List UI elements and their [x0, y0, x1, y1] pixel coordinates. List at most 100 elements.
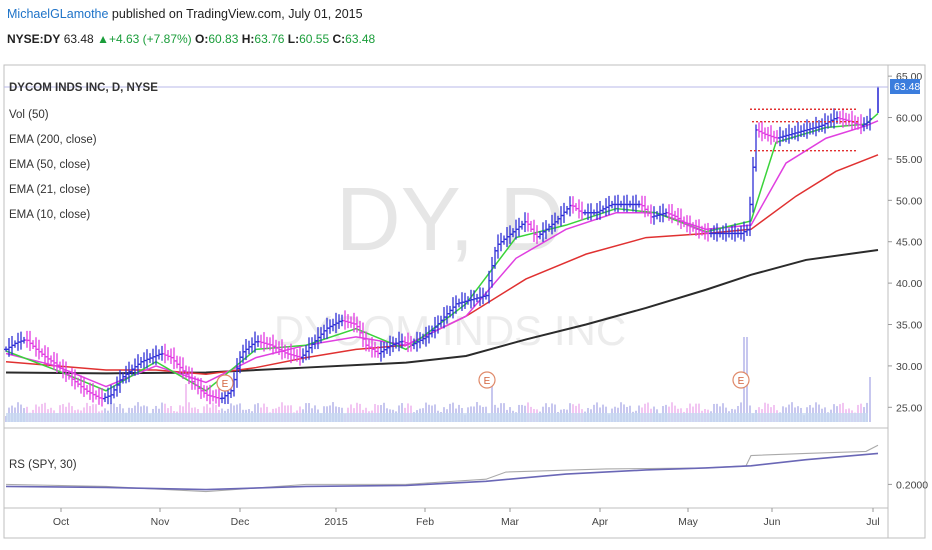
volume-bar: [383, 402, 385, 422]
ema-line: [5, 112, 879, 392]
ema-line: [5, 120, 879, 388]
volume-bar: [161, 402, 163, 422]
volume-bar: [359, 403, 361, 422]
volume-bar: [689, 403, 691, 422]
rs-line: [5, 444, 879, 493]
low-label: L:: [287, 32, 300, 46]
symbol-label: NYSE:DY: [7, 32, 61, 46]
volume-bar: [722, 403, 724, 422]
rs-line: [5, 452, 879, 491]
volume-bar: [407, 403, 409, 422]
volume-bar: [332, 402, 334, 422]
volume-bar: [545, 403, 547, 422]
volume-bar: [644, 403, 646, 422]
volume-bar: [185, 384, 187, 422]
earnings-marker: [478, 371, 496, 389]
x-tick-label: May: [678, 516, 699, 528]
volume-bar: [476, 402, 478, 422]
y-tick-label: 45.00: [896, 237, 922, 249]
volume-bar: [281, 402, 283, 422]
volume-bar: [401, 403, 403, 422]
volume-bar: [713, 403, 715, 422]
y-tick-label: 40.00: [896, 278, 922, 290]
volume-bar: [869, 377, 871, 422]
volume-bar: [740, 402, 742, 422]
volume-bar: [842, 402, 844, 422]
last-price-badge: [890, 79, 920, 94]
volume-bar: [569, 403, 571, 422]
rs-panel-label: RS (SPY, 30): [9, 459, 77, 471]
volume-bar: [113, 403, 115, 422]
indicator-label-ema200: EMA (200, close): [9, 134, 97, 146]
volume-bar: [791, 402, 793, 422]
volume-bar: [263, 403, 265, 422]
volume-bar: [500, 403, 502, 422]
watermark-symbol: DY, D: [336, 170, 564, 270]
volume-bar: [17, 402, 19, 422]
indicator-label-ema10: EMA (10, close): [9, 209, 90, 221]
volume-average-band: [6, 413, 868, 422]
volume-bar: [110, 403, 112, 422]
volume-bar: [671, 402, 673, 422]
change-value: +4.63 (+7.87%): [108, 32, 192, 46]
indicator-label-vol: Vol (50): [9, 109, 49, 121]
volume-bar: [449, 403, 451, 422]
volume-bar: [41, 403, 43, 422]
y-tick-label: 55.00: [896, 154, 922, 166]
open-label: O:: [195, 32, 209, 46]
volume-bar: [503, 403, 505, 422]
indicator-label-ema50: EMA (50, close): [9, 159, 90, 171]
volume-bar: [44, 402, 46, 422]
volume-bar: [698, 403, 700, 422]
volume-bar: [527, 402, 529, 422]
close-value: 63.48: [345, 32, 376, 46]
y-tick-label: 50.00: [896, 195, 922, 207]
volume-bar: [767, 403, 769, 422]
volume-bar: [119, 403, 121, 422]
volume-bar: [86, 402, 88, 422]
volume-bar: [68, 402, 70, 422]
x-tick-label: Jun: [764, 516, 781, 528]
volume-bar: [164, 403, 166, 422]
volume-bar: [356, 402, 358, 422]
volume-bar: [230, 403, 232, 422]
volume-bar: [695, 403, 697, 422]
volume-bar: [188, 402, 190, 422]
publication-line: MichaelGLamothe published on TradingView…: [7, 7, 363, 21]
volume-bar: [551, 403, 553, 422]
volume-bar: [257, 403, 259, 422]
volume-bar: [425, 402, 427, 422]
x-tick-label: Feb: [416, 516, 434, 528]
high-label: H:: [241, 32, 255, 46]
x-tick-label: Apr: [592, 516, 609, 528]
y-tick-label: 35.00: [896, 320, 922, 332]
earnings-marker-label: E: [484, 376, 491, 387]
up-arrow-icon: ▲: [97, 32, 109, 46]
author-link[interactable]: MichaelGLamothe: [7, 7, 109, 21]
volume-bar: [596, 402, 598, 422]
ema-line: [5, 249, 879, 375]
volume-bar: [815, 402, 817, 422]
high-value: 63.76: [254, 32, 285, 46]
chart-title: DYCOM INDS INC, D, NYSE: [9, 82, 158, 94]
indicator-label-ema21: EMA (21, close): [9, 184, 90, 196]
earnings-marker-label: E: [222, 379, 229, 390]
volume-bar: [212, 402, 214, 422]
x-tick-label: Jul: [866, 516, 879, 528]
close-label: C:: [332, 32, 346, 46]
volume-bar: [647, 402, 649, 422]
y-tick-label: 25.00: [896, 402, 922, 414]
earnings-marker: [732, 371, 750, 389]
x-tick-label: 2015: [324, 516, 348, 528]
open-value: 60.83: [208, 32, 239, 46]
volume-bar: [452, 402, 454, 422]
low-value: 60.55: [299, 32, 330, 46]
quote-line: NYSE:DY 63.48 ▲+4.63 (+7.87%) O:60.83 H:…: [7, 32, 375, 46]
volume-bar: [764, 402, 766, 422]
earnings-marker: [216, 374, 234, 392]
chart-frame: [3, 64, 926, 539]
y-tick-label: 60.00: [896, 113, 922, 125]
x-tick-label: Nov: [151, 516, 170, 528]
last-price-badge-text: 63.48: [894, 81, 920, 93]
